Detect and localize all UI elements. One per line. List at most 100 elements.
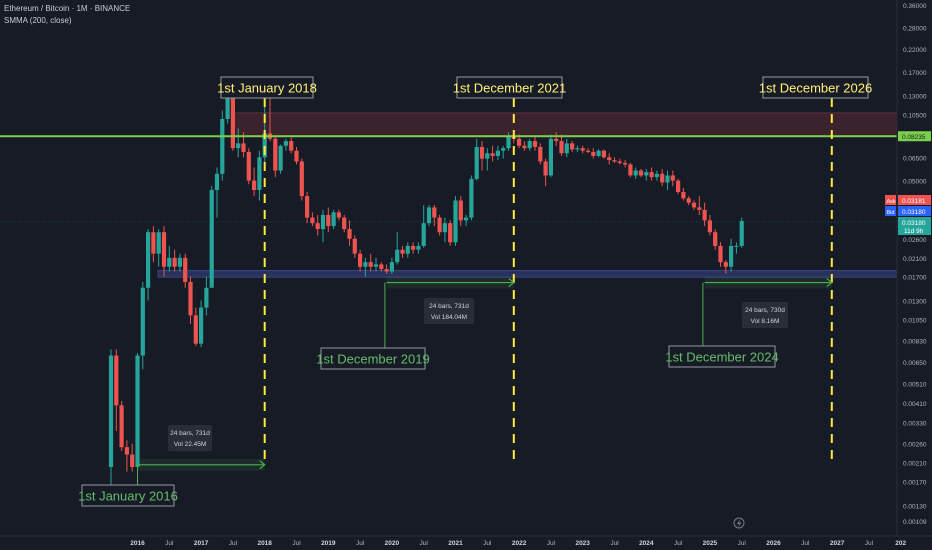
candle-body xyxy=(638,170,644,176)
candle-body xyxy=(495,150,500,156)
annotation-layer: 24 bars, 731d Vol 22.45M 24 bars, 731d Vol … xyxy=(78,76,872,507)
candle-body xyxy=(723,262,728,267)
date-label-box xyxy=(668,345,776,368)
candle-body xyxy=(246,151,251,181)
price-tick-label: 0.28000 xyxy=(903,25,927,32)
candle-body xyxy=(188,281,193,316)
candle-body xyxy=(442,223,447,233)
candle-body xyxy=(485,153,490,159)
time-tick-label: 2023 xyxy=(575,540,590,547)
price-tick-label: 0.22000 xyxy=(903,47,927,54)
time-tick-label: 2017 xyxy=(194,540,209,547)
time-tick-label: Jul xyxy=(865,540,874,547)
candle-body xyxy=(702,209,707,221)
price-tick-label: 0.02100 xyxy=(903,256,927,263)
hline-price-text: 0.08235 xyxy=(902,134,926,141)
time-tick-label: 2020 xyxy=(385,540,400,547)
candle-body xyxy=(209,190,214,288)
price-tick-label: 0.17000 xyxy=(903,70,927,77)
candle-body xyxy=(416,245,421,250)
candle-body xyxy=(426,207,432,224)
candle-body xyxy=(220,118,225,174)
bid-price-text: 0.03180 xyxy=(902,209,926,216)
candle-body xyxy=(623,162,628,165)
lightning-icon-bolt xyxy=(737,519,742,528)
candle-body xyxy=(517,138,522,146)
candle-body xyxy=(315,223,320,230)
indicator-legend[interactable]: SMMA (200, close) xyxy=(4,16,72,25)
price-tick-label: 0.00650 xyxy=(903,360,927,367)
candle-body xyxy=(299,161,304,197)
candle-body xyxy=(559,141,564,154)
candle-body xyxy=(352,238,357,254)
candle-body xyxy=(649,172,654,178)
measure-info-box xyxy=(742,302,788,328)
bid-label: Bid xyxy=(887,210,895,216)
candle-body xyxy=(506,136,511,149)
candle-body xyxy=(681,192,686,199)
candle-body xyxy=(241,143,246,152)
candle-body xyxy=(305,196,310,218)
measure-bars-text: 24 bars, 731d xyxy=(170,430,210,437)
candle-body xyxy=(453,200,458,243)
time-tick-label: Jul xyxy=(738,540,747,547)
candle-body xyxy=(236,143,241,149)
time-tick-label: 2018 xyxy=(257,540,272,547)
candle-body xyxy=(665,175,670,183)
candle-body xyxy=(347,229,352,239)
price-tick-label: 0.00410 xyxy=(903,401,927,408)
candle-body xyxy=(363,262,368,267)
candle-layer xyxy=(108,79,744,487)
candle-body xyxy=(183,257,188,282)
measure-vol-text: Vol 184.04M xyxy=(431,314,467,321)
candle-body xyxy=(490,153,495,156)
candle-body xyxy=(734,245,739,247)
support-zone xyxy=(157,270,898,278)
candle-body xyxy=(686,198,691,203)
measure-arrowhead xyxy=(259,460,266,470)
price-tick-label: 0.00330 xyxy=(903,420,927,427)
candle-body xyxy=(252,180,257,191)
candle-body xyxy=(395,249,400,263)
candle-body xyxy=(739,220,744,246)
time-tick-label: 2016 xyxy=(130,540,145,547)
date-label-box xyxy=(81,484,175,507)
candle-body xyxy=(283,141,288,146)
measure-arrowhead xyxy=(826,278,833,288)
date-label-box xyxy=(762,76,869,99)
symbol-title[interactable]: Ethereum / Bitcoin · 1M · BINANCE xyxy=(4,4,131,13)
candle-body xyxy=(633,170,638,176)
price-tick-label: 0.36000 xyxy=(903,3,927,10)
bid-price-tag xyxy=(898,206,931,216)
candle-body xyxy=(193,315,198,344)
time-tick-label: 2025 xyxy=(703,540,718,547)
time-tick-label: 2022 xyxy=(512,540,527,547)
price-tick-label: 0.01050 xyxy=(903,317,927,324)
date-label: 1st December 2021 xyxy=(453,81,566,96)
price-tick-label: 0.00830 xyxy=(903,338,927,345)
candle-body xyxy=(570,143,575,150)
time-tick-label: 2027 xyxy=(830,540,845,547)
price-tick-label: 0.00170 xyxy=(903,479,927,486)
time-tick-label: Jul xyxy=(229,540,238,547)
candle-body xyxy=(697,207,702,210)
candle-body xyxy=(135,355,140,467)
time-tick-label: Jul xyxy=(801,540,810,547)
price-tick-label: 0.10500 xyxy=(903,113,927,120)
candle-body xyxy=(718,245,723,263)
candle-body xyxy=(225,95,230,119)
candle-body xyxy=(177,257,182,267)
candle-body xyxy=(161,232,167,267)
candle-body xyxy=(437,217,442,233)
candle-body xyxy=(373,264,379,267)
candle-body xyxy=(729,245,734,267)
candle-body xyxy=(564,143,569,154)
candle-body xyxy=(691,202,697,208)
time-tick-label: 2019 xyxy=(321,540,336,547)
measure-arrowhead xyxy=(508,278,515,288)
candle-body xyxy=(331,212,336,227)
ask-tag-box xyxy=(885,195,896,205)
candle-body xyxy=(612,160,617,162)
candle-body xyxy=(130,454,135,467)
